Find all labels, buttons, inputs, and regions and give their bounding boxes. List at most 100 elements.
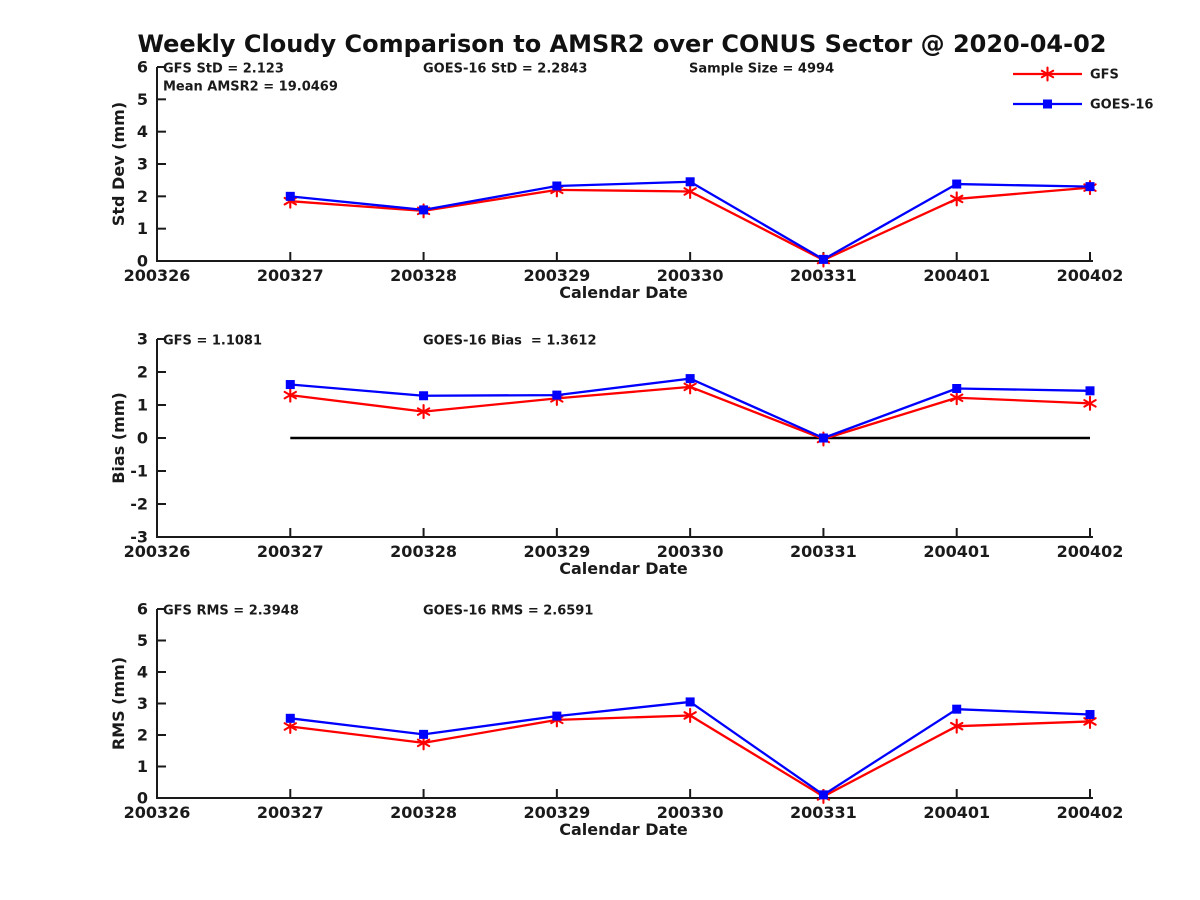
annotation-bias: GFS = 1.1081 — [163, 334, 262, 349]
y-tick-label: 0 — [137, 252, 148, 271]
series-goes-16 — [285, 177, 1095, 264]
gfs-asterisk-marker — [950, 191, 964, 207]
goes16-square-marker — [285, 380, 295, 390]
y-tick-label: 3 — [137, 694, 148, 713]
goes16-square-marker — [285, 191, 295, 201]
y-tick-label: 4 — [137, 663, 148, 682]
legend-entry-gfs: GFS — [1013, 66, 1119, 83]
annotation-std_dev: GOES-16 StD = 2.2843 — [423, 62, 587, 77]
annotation-bias: GOES-16 Bias = 1.3612 — [423, 334, 597, 349]
goes16-square-marker — [552, 390, 562, 400]
axis: -3 -2 -1 0 1 2 3 200326 200327 200328 200329 200330… — [124, 330, 1124, 562]
x-tick-label: 200326 — [124, 803, 191, 822]
axis: 0 1 2 3 4 5 6 200326 200327 200328 200329 200330 200… — [124, 58, 1124, 286]
x-tick-label: 200330 — [657, 803, 724, 822]
y-tick-label: 2 — [137, 187, 148, 206]
x-tick-label: 200327 — [257, 542, 324, 561]
goes16-square-marker — [285, 713, 295, 723]
x-tick-label: 200331 — [790, 266, 857, 285]
series-gfs — [283, 707, 1097, 804]
gfs-asterisk-marker — [416, 404, 431, 420]
x-tick-label: 200401 — [923, 266, 990, 285]
y-tick-label: 5 — [137, 631, 148, 650]
goes16-square-marker — [685, 697, 695, 707]
x-axis-label: Calendar Date — [559, 559, 688, 578]
gfs-asterisk-marker — [950, 718, 964, 734]
x-axis-label: Calendar Date — [559, 283, 688, 302]
goes16-square-marker — [952, 704, 962, 714]
x-tick-label: 200326 — [124, 266, 191, 285]
y-tick-label: 1 — [137, 219, 148, 238]
annotation-rms: GFS RMS = 2.3948 — [163, 604, 299, 619]
x-tick-label: 200327 — [257, 266, 324, 285]
panel-bias: -3 -2 -1 0 1 2 3 200326 200327 200328 200329 200330… — [109, 330, 1123, 579]
annotations: GFS StD = 2.123 Mean AMSR2 = 19.0469 GOES-… — [163, 62, 834, 95]
x-tick-label: 200328 — [390, 542, 457, 561]
goes16-square-marker — [419, 729, 429, 739]
x-tick-label: 200402 — [1057, 803, 1124, 822]
panel-std_dev: 0 1 2 3 4 5 6 200326 200327 200328 200329 200330 200… — [109, 58, 1153, 303]
annotation-std_dev: Mean AMSR2 = 19.0469 — [163, 80, 338, 95]
annotation-rms: GOES-16 RMS = 2.6591 — [423, 604, 593, 619]
gfs-asterisk-marker — [950, 390, 964, 406]
legend-label: GFS — [1090, 68, 1119, 83]
gfs-asterisk-marker — [1083, 395, 1097, 411]
figure-title: Weekly Cloudy Comparison to AMSR2 over C… — [137, 30, 1107, 58]
y-tick-label: 2 — [137, 726, 148, 745]
goes16-square-marker — [952, 179, 962, 189]
goes16-square-marker — [685, 177, 695, 187]
y-tick-label: -1 — [130, 462, 148, 481]
goes16-square-marker — [818, 254, 828, 264]
goes16-square-marker — [818, 433, 828, 443]
gfs-asterisk-marker — [683, 707, 697, 724]
y-tick-label: 5 — [137, 90, 148, 109]
y-tick-label: 0 — [137, 789, 148, 808]
goes16-square-marker — [1085, 710, 1095, 720]
x-tick-label: 200402 — [1057, 266, 1124, 285]
x-tick-label: 200331 — [790, 542, 857, 561]
goes16-square-marker — [818, 790, 828, 800]
y-tick-label: 0 — [137, 429, 148, 448]
y-tick-label: 4 — [137, 122, 148, 141]
x-tick-label: 200329 — [523, 803, 590, 822]
goes16-square-marker — [419, 205, 429, 215]
x-tick-label: 200329 — [523, 542, 590, 561]
goes16-square-marker — [685, 374, 695, 384]
annotations: GFS RMS = 2.3948 GOES-16 RMS = 2.6591 — [163, 604, 593, 619]
series-goes-16 — [285, 697, 1095, 800]
y-axis-label: RMS (mm) — [109, 657, 128, 750]
y-tick-label: 1 — [137, 396, 148, 415]
annotation-std_dev: GFS StD = 2.123 — [163, 62, 284, 77]
y-tick-label: 3 — [137, 330, 148, 349]
gfs-asterisk-marker — [683, 183, 697, 200]
series-gfs — [283, 379, 1097, 447]
x-tick-label: 200330 — [657, 542, 724, 561]
x-tick-label: 200402 — [1057, 542, 1124, 561]
x-tick-label: 200327 — [257, 803, 324, 822]
axis: 0 1 2 3 4 5 6 200326 200327 200328 200329 200330 200… — [124, 600, 1124, 823]
panel-rms: 0 1 2 3 4 5 6 200326 200327 200328 200329 200330 200… — [109, 600, 1123, 840]
legend-label: GOES-16 — [1090, 98, 1153, 113]
gfs-asterisk-marker — [283, 387, 297, 403]
y-axis-label: Std Dev (mm) — [109, 102, 128, 226]
x-tick-label: 200329 — [523, 266, 590, 285]
y-axis-label: Bias (mm) — [109, 392, 128, 484]
x-tick-label: 200328 — [390, 803, 457, 822]
legend-entry-goes-16: GOES-16 — [1013, 98, 1153, 113]
goes16-square-marker — [1043, 99, 1052, 109]
annotations: GFS = 1.1081 GOES-16 Bias = 1.3612 — [163, 334, 597, 349]
goes16-square-marker — [1085, 386, 1095, 396]
x-tick-label: 200328 — [390, 266, 457, 285]
y-tick-label: 2 — [137, 363, 148, 382]
y-tick-label: -2 — [130, 495, 148, 514]
y-tick-label: 6 — [137, 600, 148, 619]
x-tick-label: 200401 — [923, 542, 990, 561]
x-tick-label: 200326 — [124, 542, 191, 561]
x-tick-label: 200331 — [790, 803, 857, 822]
y-tick-label: -3 — [130, 528, 148, 547]
goes16-square-marker — [552, 711, 562, 721]
y-tick-label: 1 — [137, 757, 148, 776]
annotation-std_dev: Sample Size = 4994 — [689, 62, 834, 77]
